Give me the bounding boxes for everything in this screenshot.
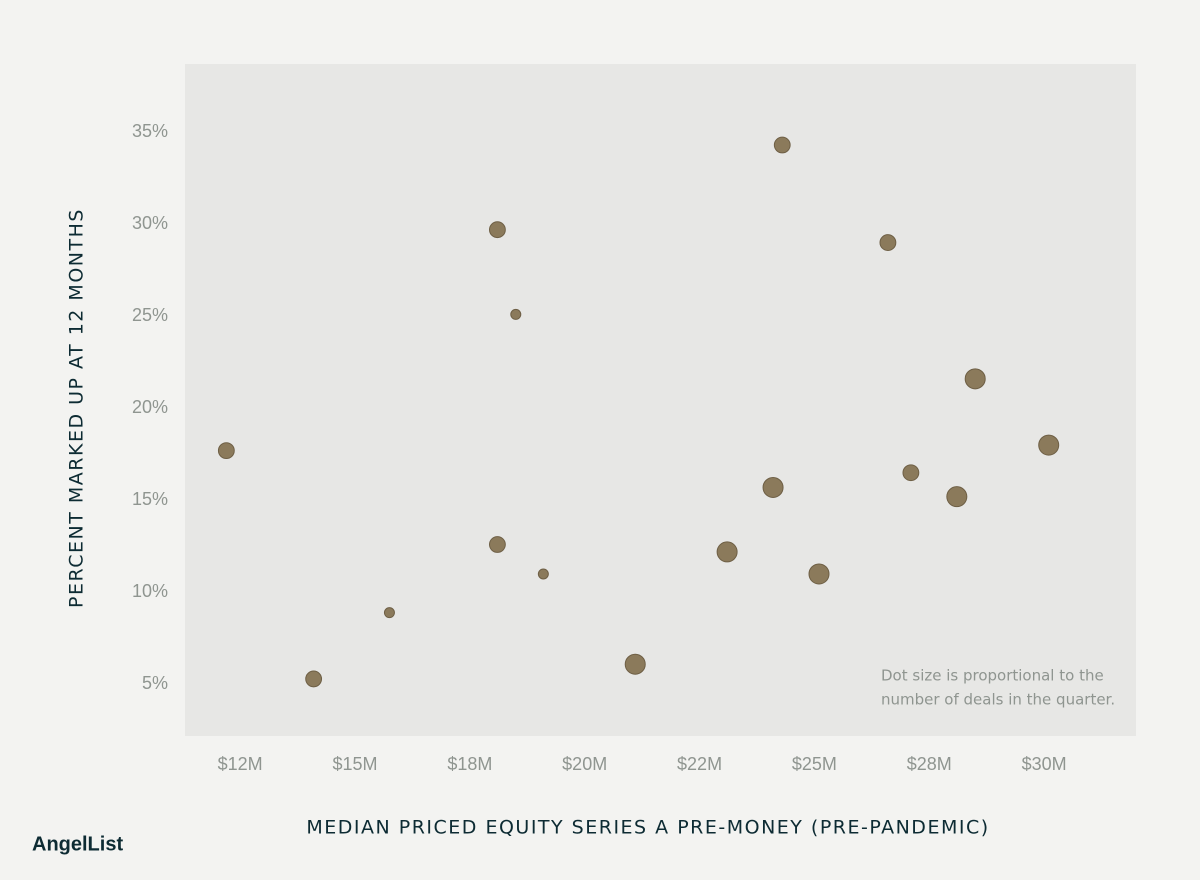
plot-area xyxy=(185,64,1136,736)
bubble xyxy=(510,308,522,320)
y-axis-title: PERCENT MARKED UP AT 12 MONTHS xyxy=(66,208,88,608)
y-tick-label: 25% xyxy=(132,305,168,325)
x-axis-title: MEDIAN PRICED EQUITY SERIES A PRE-MONEY … xyxy=(306,817,989,839)
y-tick-label: 10% xyxy=(132,581,168,601)
bubble xyxy=(964,368,986,390)
bubble xyxy=(808,563,830,585)
x-tick-label: $28M xyxy=(907,754,952,774)
x-tick-label: $22M xyxy=(677,754,722,774)
x-tick-label: $20M xyxy=(562,754,607,774)
bubble xyxy=(489,221,506,239)
bubble xyxy=(879,234,897,251)
bubble xyxy=(716,541,738,563)
bubble xyxy=(1038,434,1060,456)
bubble xyxy=(305,670,323,688)
bubble xyxy=(383,607,395,619)
bubble xyxy=(773,136,791,154)
bubble xyxy=(902,464,920,482)
x-tick-label: $12M xyxy=(218,754,263,774)
x-tick-label: $30M xyxy=(1022,754,1067,774)
bubble xyxy=(946,486,968,508)
brand-logo: AngelList xyxy=(32,833,123,855)
bubble xyxy=(217,442,235,460)
x-tick-label: $15M xyxy=(332,754,377,774)
y-tick-label: 30% xyxy=(132,213,168,233)
x-tick-label: $25M xyxy=(792,754,837,774)
bubble xyxy=(489,536,506,553)
annotation: Dot size is proportional to the xyxy=(881,667,1104,685)
bubble xyxy=(537,568,549,580)
y-tick-label: 15% xyxy=(132,489,168,509)
y-tick-label: 5% xyxy=(142,673,168,693)
y-tick-label: 20% xyxy=(132,397,168,417)
bubble xyxy=(624,653,646,675)
y-tick-label: 35% xyxy=(132,121,168,141)
bubble xyxy=(762,476,784,498)
annotation: number of deals in the quarter. xyxy=(881,691,1115,709)
x-tick-label: $18M xyxy=(447,754,492,774)
